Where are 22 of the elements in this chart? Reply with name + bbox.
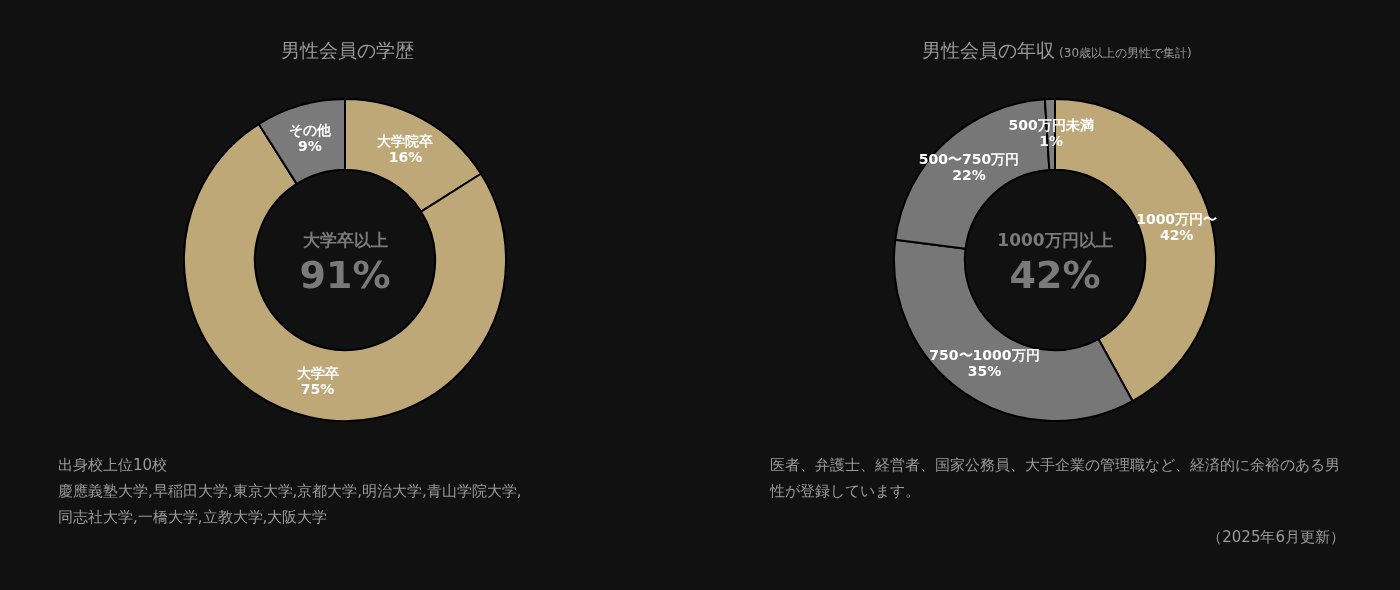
text: 医者、弁護士、経営者、国家公務員、大手企業の管理職など、経済的に余裕のある男性が登録しています。 bbox=[770, 455, 1341, 502]
data-label: 9% bbox=[298, 138, 322, 155]
text: 91% bbox=[299, 252, 391, 297]
slice-label: その他 bbox=[288, 122, 332, 139]
text: 同志社大学,一橋大学,立教大学,大阪大学 bbox=[58, 507, 329, 528]
slice-label: 大学卒 bbox=[296, 365, 339, 382]
data-label: 42% bbox=[1159, 227, 1194, 244]
slice-label: 大学院卒 bbox=[377, 132, 434, 149]
slice-label: 750〜1000万円 bbox=[929, 346, 1040, 363]
text: 1000万円以上 bbox=[997, 230, 1113, 251]
text: 大学卒以上 bbox=[302, 230, 388, 251]
data-label: 22% bbox=[952, 167, 986, 184]
chart-subtitle: (30歳以上の男性で集計) bbox=[1058, 46, 1192, 60]
chart-title: 男性会員の学歴 bbox=[279, 38, 415, 63]
text: 慶應義塾大学,早稲田大学,東京大学,京都大学,明治大学,青山学院大学, bbox=[58, 481, 523, 502]
text: （2025年6月更新） bbox=[1206, 527, 1345, 548]
text: 42% bbox=[1009, 252, 1101, 297]
chart-title: 男性会員の年収 bbox=[922, 39, 1056, 61]
text: 出身校上位10校 bbox=[58, 455, 169, 476]
data-label: 35% bbox=[967, 362, 1002, 379]
data-label: 75% bbox=[300, 381, 335, 398]
data-label: 16% bbox=[388, 148, 423, 165]
